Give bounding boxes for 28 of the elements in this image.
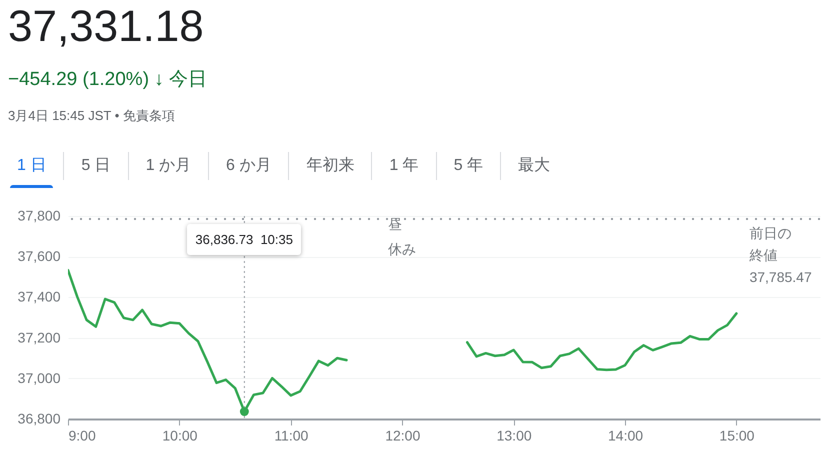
ref-line-label: 前日の終値 37,785.47 — [748, 224, 812, 285]
y-tick-label: 37,200 — [18, 329, 61, 346]
chart-title: 37,331.18 — [8, 2, 204, 52]
x-tick-label: 12:00 — [385, 428, 420, 444]
x-tick-label: 10:00 — [162, 428, 198, 444]
text: 1 日 — [0, 152, 64, 180]
text: 最大 — [517, 156, 552, 176]
y-tick-label: 36,800 — [18, 410, 61, 426]
text: 年初来 — [289, 152, 372, 180]
x-tick-label: 9:00 — [68, 428, 96, 444]
y-tick-label: 37,000 — [18, 370, 61, 386]
text: 3月4日 15:45 JST • 免責条項 — [8, 107, 175, 125]
x-tick-label: 15:00 — [719, 428, 755, 444]
x-tick-label: 11:00 — [274, 428, 309, 444]
y-tick-label: 37,600 — [18, 248, 61, 264]
text: 5 年 — [436, 152, 502, 180]
chart-subtitle: −454.29 (1.20%) ↓ 今日 — [8, 68, 208, 92]
x-tick-label: 14:00 — [608, 428, 644, 444]
text: 6 か月 — [209, 152, 290, 180]
text: 1 か月 — [128, 152, 210, 180]
y-tick-label: 37,800 — [18, 208, 61, 224]
annotation: 休み — [388, 241, 416, 257]
annotation: 36,836.73 10:35 — [187, 224, 301, 255]
y-tick-label: 37,400 — [18, 288, 61, 305]
text: 1 年 — [372, 152, 437, 180]
text: 5 日 — [64, 152, 129, 180]
x-tick-label: 13:00 — [496, 428, 532, 444]
annotation: 昼 — [388, 216, 402, 232]
